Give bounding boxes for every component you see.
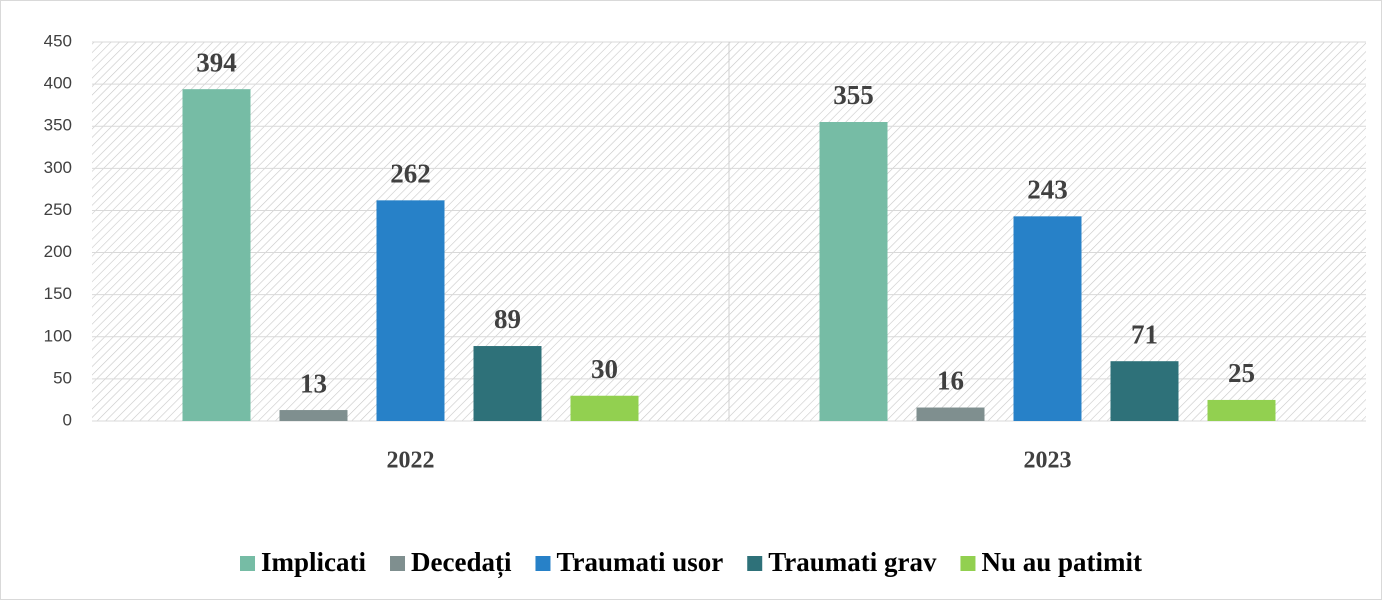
legend-label: Traumati usor [556, 547, 723, 577]
data-label: 394 [196, 47, 237, 77]
bar [916, 407, 985, 421]
legend-label: Traumati grav [768, 547, 937, 577]
bar [473, 346, 542, 421]
bar [1013, 216, 1082, 421]
data-label: 355 [833, 80, 874, 110]
x-tick-label: 2022 [387, 448, 435, 474]
legend-marker [960, 556, 976, 571]
data-label: 243 [1027, 175, 1068, 205]
legend-label: Nu au patimit [981, 547, 1142, 577]
bar [819, 122, 888, 421]
legend-marker [240, 556, 256, 571]
y-tick-label: 200 [44, 242, 72, 261]
data-label: 262 [390, 159, 431, 189]
legend-marker [390, 556, 406, 571]
data-label: 16 [937, 366, 964, 396]
y-tick-label: 150 [44, 284, 72, 303]
legend-marker [747, 556, 763, 571]
data-label: 89 [494, 304, 521, 334]
y-tick-label: 250 [44, 200, 72, 219]
y-tick-label: 50 [53, 368, 72, 387]
data-label: 13 [300, 368, 327, 398]
legend-marker [535, 556, 551, 571]
bar [182, 89, 251, 422]
y-tick-label: 350 [44, 116, 72, 135]
y-tick-label: 0 [63, 410, 72, 429]
data-label: 71 [1131, 319, 1158, 349]
y-tick-label: 100 [44, 326, 72, 345]
data-label: 25 [1228, 358, 1255, 388]
legend-label: Implicati [261, 547, 366, 577]
y-tick-label: 450 [44, 31, 72, 50]
x-tick-label: 2023 [1024, 448, 1072, 474]
data-label: 30 [591, 354, 618, 384]
y-tick-label: 400 [44, 74, 72, 93]
bar [1110, 361, 1179, 421]
y-tick-label: 300 [44, 158, 72, 177]
legend-label: Decedați [411, 547, 512, 578]
bar [570, 395, 639, 421]
bar [1207, 399, 1276, 421]
bar [279, 410, 348, 421]
bar [376, 200, 445, 421]
